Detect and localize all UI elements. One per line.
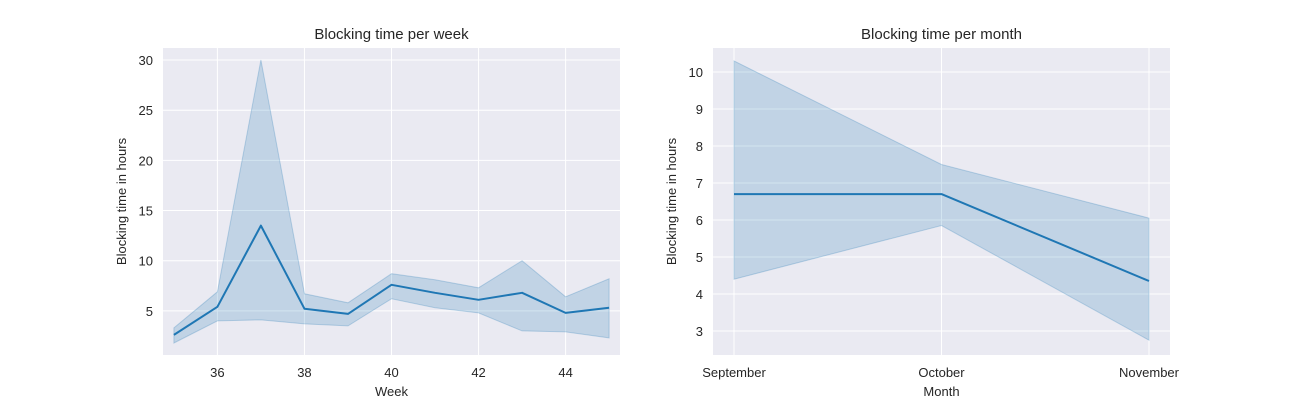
y-tick-label: 25 — [139, 103, 153, 118]
confidence-band-monthly — [733, 60, 1150, 342]
confidence-band-weekly — [173, 59, 610, 344]
y-tick-label: 10 — [689, 65, 703, 80]
grid-weekly — [163, 48, 620, 355]
x-tick-label: 36 — [210, 365, 224, 380]
x-tick-label: October — [918, 365, 965, 380]
chart-monthly: September October November 3 4 5 6 7 8 9 10 Block… — [664, 26, 1180, 399]
x-tick-label: 40 — [384, 365, 398, 380]
chart-title-monthly: Blocking time per month — [861, 26, 1022, 43]
x-tick-label: 42 — [471, 365, 485, 380]
y-axis-label-weekly: Blocking time in hours — [114, 137, 129, 265]
x-axis-label-monthly: Month — [923, 384, 959, 399]
y-tick-label: 7 — [696, 176, 703, 191]
x-tick-label: November — [1119, 365, 1180, 380]
y-tick-label: 9 — [696, 102, 703, 117]
y-tick-label: 15 — [139, 204, 153, 219]
y-tick-label: 5 — [146, 304, 153, 319]
y-ticks-monthly: 3 4 5 6 7 8 9 10 — [689, 65, 703, 339]
y-tick-label: 4 — [696, 287, 703, 302]
y-axis-label-monthly: Blocking time in hours — [664, 137, 679, 265]
y-tick-label: 30 — [139, 53, 153, 68]
grid-monthly — [713, 48, 1170, 355]
y-tick-label: 20 — [139, 153, 153, 168]
x-ticks-weekly: 36 38 40 42 44 — [210, 365, 573, 380]
x-ticks-monthly: September October November — [702, 365, 1179, 380]
chart-weekly: 36 38 40 42 44 5 10 15 20 25 30 Blocking time per… — [114, 26, 620, 399]
chart-title-weekly: Blocking time per week — [314, 26, 469, 43]
y-tick-label: 6 — [696, 213, 703, 228]
x-axis-label-weekly: Week — [375, 384, 408, 399]
series-line-weekly — [173, 224, 610, 336]
y-ticks-weekly: 5 10 15 20 25 30 — [139, 53, 153, 319]
x-tick-label: 44 — [558, 365, 572, 380]
y-tick-label: 8 — [696, 139, 703, 154]
y-tick-label: 3 — [696, 324, 703, 339]
y-tick-label: 5 — [696, 250, 703, 265]
y-tick-label: 10 — [139, 254, 153, 269]
x-tick-label: 38 — [297, 365, 311, 380]
x-tick-label: September — [702, 365, 766, 380]
series-line-monthly — [734, 193, 1150, 282]
